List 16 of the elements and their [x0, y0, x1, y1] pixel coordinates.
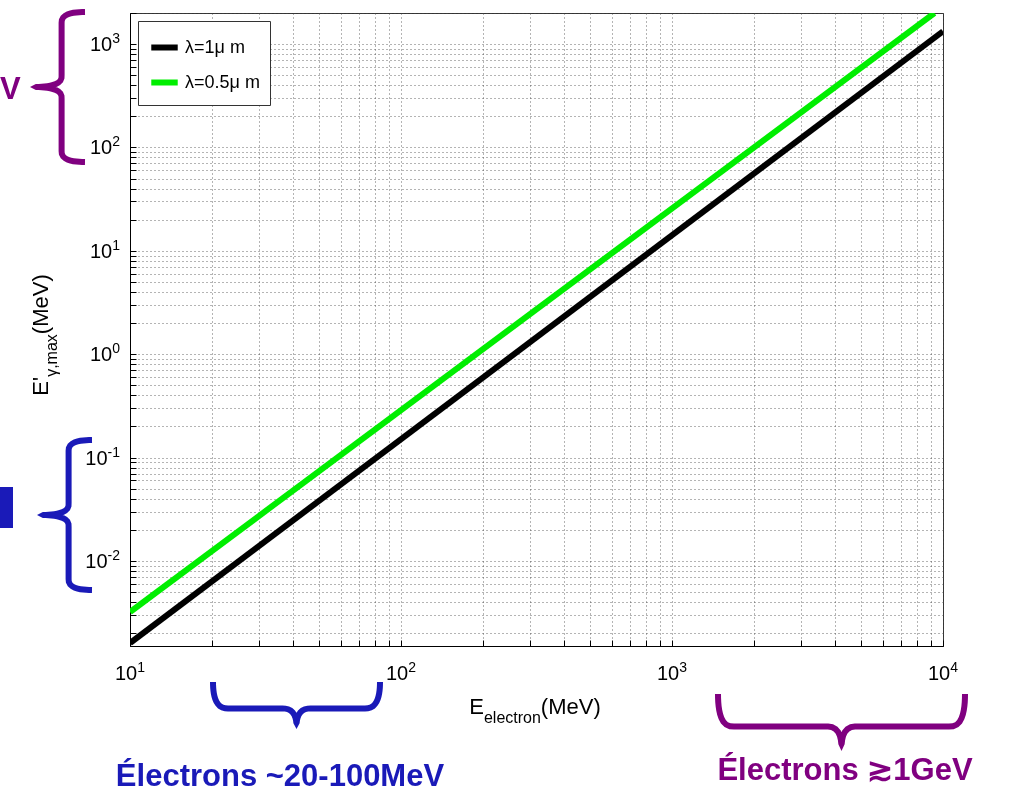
x-axis-title: E$_{electron}$(MeV) [469, 694, 601, 726]
text: V [0, 71, 21, 106]
y-tick-label: 10$^{1}$ [89, 236, 121, 262]
legend-label: λ=0.5μ m [185, 71, 260, 92]
x-tick-label: 10$^{3}$ [656, 659, 688, 684]
y-tick-label: 10$^{0}$ [89, 340, 121, 366]
x-tick-label: 10$^{2}$ [385, 659, 417, 684]
text: Électrons ≳1GeV [717, 752, 973, 787]
y-tick-label: 10$^{-1}$ [85, 443, 121, 469]
text: Électrons ~20-100MeV [115, 758, 445, 793]
x-tick-label: 10$^{4}$ [927, 659, 959, 684]
y-tick-label: 10$^{3}$ [89, 30, 121, 56]
x-tick-label: 10$^{1}$ [114, 659, 146, 684]
y-tick-label: 10$^{-2}$ [85, 546, 121, 572]
legend-label: λ=1μ m [185, 36, 245, 57]
y-tick-label: 10$^{2}$ [89, 133, 121, 159]
